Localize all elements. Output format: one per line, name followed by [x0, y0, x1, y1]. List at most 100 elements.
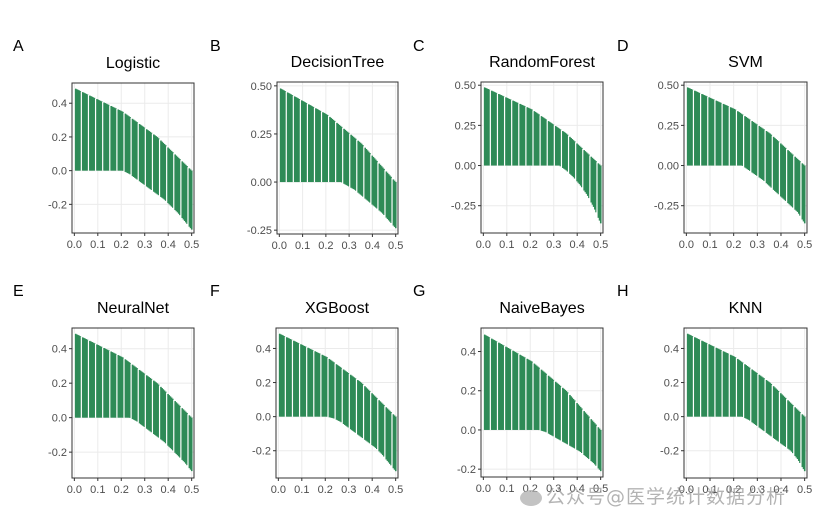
svg-text:0.4: 0.4 — [664, 343, 679, 355]
svg-text:0.50: 0.50 — [251, 81, 272, 93]
svg-text:0.0: 0.0 — [476, 239, 491, 251]
svg-text:0.2: 0.2 — [726, 239, 741, 251]
panel-tag: F — [210, 283, 220, 300]
svg-text:0.4: 0.4 — [461, 347, 476, 359]
svg-text:0.4: 0.4 — [570, 483, 585, 495]
svg-text:0.0: 0.0 — [461, 425, 476, 437]
svg-text:0.5: 0.5 — [593, 239, 608, 251]
svg-text:0.5: 0.5 — [797, 239, 812, 251]
svg-text:0.0: 0.0 — [272, 240, 287, 252]
svg-text:0.2: 0.2 — [523, 239, 538, 251]
watermark: 公众号@医学统计数据分析 — [520, 482, 786, 509]
panel-title: Logistic — [105, 55, 161, 72]
svg-text:0.3: 0.3 — [137, 484, 152, 496]
svg-text:0.1: 0.1 — [90, 484, 105, 496]
panel-title: RandomForest — [489, 54, 595, 71]
svg-text:0.50: 0.50 — [658, 80, 679, 92]
svg-text:0.2: 0.2 — [318, 484, 333, 496]
svg-text:0.1: 0.1 — [90, 239, 105, 251]
svg-text:0.4: 0.4 — [256, 343, 271, 355]
svg-text:-0.2: -0.2 — [660, 446, 679, 458]
svg-text:0.4: 0.4 — [52, 344, 67, 356]
svg-text:0.3: 0.3 — [137, 239, 152, 251]
wechat-icon — [520, 489, 542, 506]
svg-text:0.50: 0.50 — [455, 80, 476, 92]
svg-text:0.1: 0.1 — [295, 240, 310, 252]
svg-text:0.4: 0.4 — [365, 484, 380, 496]
svg-text:0.1: 0.1 — [499, 239, 514, 251]
svg-text:0.4: 0.4 — [773, 484, 788, 496]
watermark-text: 公众号@医学统计数据分析 — [546, 486, 787, 508]
svg-text:-0.25: -0.25 — [451, 201, 476, 213]
panel-title: XGBoost — [304, 300, 370, 317]
svg-text:0.4: 0.4 — [773, 239, 788, 251]
panel-tag: G — [413, 283, 426, 300]
svg-text:0.4: 0.4 — [52, 98, 67, 110]
panel-tag: D — [617, 38, 629, 55]
svg-text:0.00: 0.00 — [658, 161, 679, 173]
panel-title: NeuralNet — [96, 300, 170, 317]
panel-tag: B — [210, 38, 221, 55]
svg-text:0.2: 0.2 — [114, 484, 129, 496]
svg-text:0.25: 0.25 — [658, 120, 679, 132]
svg-text:0.2: 0.2 — [726, 484, 741, 496]
svg-text:0.1: 0.1 — [702, 484, 717, 496]
panel-tag: A — [13, 38, 24, 55]
panel-title: KNN — [728, 300, 763, 317]
svg-text:0.0: 0.0 — [52, 413, 67, 425]
svg-text:-0.2: -0.2 — [48, 199, 67, 211]
svg-text:0.2: 0.2 — [256, 378, 271, 390]
panel-title: SVM — [728, 54, 763, 71]
svg-text:0.2: 0.2 — [52, 132, 67, 144]
svg-text:0.3: 0.3 — [341, 240, 356, 252]
svg-text:0.4: 0.4 — [570, 239, 585, 251]
svg-text:0.0: 0.0 — [52, 166, 67, 178]
svg-text:0.5: 0.5 — [184, 239, 199, 251]
svg-text:0.3: 0.3 — [750, 484, 765, 496]
svg-text:0.3: 0.3 — [341, 484, 356, 496]
panel-tag: H — [617, 283, 629, 300]
svg-text:0.0: 0.0 — [67, 239, 82, 251]
svg-text:0.3: 0.3 — [546, 239, 561, 251]
svg-text:0.4: 0.4 — [161, 484, 176, 496]
svg-text:0.5: 0.5 — [593, 483, 608, 495]
svg-text:0.5: 0.5 — [184, 484, 199, 496]
svg-text:0.2: 0.2 — [52, 378, 67, 390]
svg-text:-0.2: -0.2 — [252, 446, 271, 458]
svg-text:0.00: 0.00 — [455, 161, 476, 173]
svg-text:0.25: 0.25 — [455, 120, 476, 132]
svg-text:0.5: 0.5 — [797, 484, 812, 496]
svg-text:-0.25: -0.25 — [654, 201, 679, 213]
svg-text:0.25: 0.25 — [251, 129, 272, 141]
svg-text:0.0: 0.0 — [476, 483, 491, 495]
svg-text:0.4: 0.4 — [365, 240, 380, 252]
svg-text:0.2: 0.2 — [114, 239, 129, 251]
svg-text:0.0: 0.0 — [679, 484, 694, 496]
panel-tag: C — [413, 38, 425, 55]
svg-text:0.0: 0.0 — [67, 484, 82, 496]
svg-text:0.1: 0.1 — [702, 239, 717, 251]
svg-text:0.00: 0.00 — [251, 177, 272, 189]
svg-text:0.3: 0.3 — [546, 483, 561, 495]
svg-text:0.0: 0.0 — [664, 412, 679, 424]
svg-text:0.2: 0.2 — [461, 386, 476, 398]
svg-text:-0.2: -0.2 — [457, 464, 476, 476]
svg-text:0.4: 0.4 — [161, 239, 176, 251]
svg-text:-0.25: -0.25 — [247, 225, 272, 237]
svg-text:0.5: 0.5 — [388, 240, 403, 252]
panel-title: NaiveBayes — [499, 300, 585, 317]
svg-text:0.3: 0.3 — [750, 239, 765, 251]
svg-text:0.1: 0.1 — [499, 483, 514, 495]
panel-title: DecisionTree — [290, 54, 385, 71]
svg-text:0.5: 0.5 — [388, 484, 403, 496]
svg-text:0.2: 0.2 — [664, 378, 679, 390]
svg-text:0.2: 0.2 — [318, 240, 333, 252]
